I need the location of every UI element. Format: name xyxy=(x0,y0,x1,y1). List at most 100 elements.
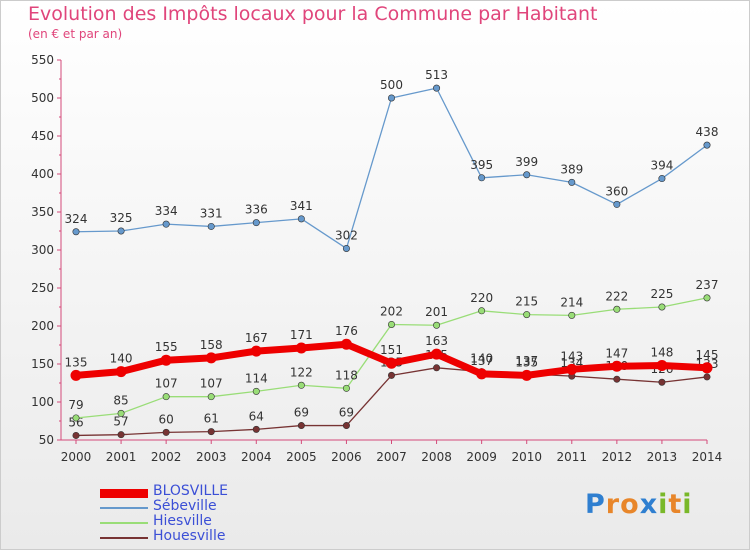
data-label: 135 xyxy=(515,355,538,369)
data-point xyxy=(252,219,260,227)
data-label: 85 xyxy=(113,393,128,407)
data-point xyxy=(613,200,621,208)
data-label: 399 xyxy=(515,155,538,169)
data-point xyxy=(117,409,125,417)
data-point xyxy=(613,375,621,383)
data-label: 500 xyxy=(380,78,403,92)
data-point xyxy=(342,422,350,430)
x-tick-label: 2004 xyxy=(241,450,272,464)
logo-letter: o xyxy=(620,489,640,520)
data-label: 69 xyxy=(294,406,309,420)
x-tick-label: 2007 xyxy=(376,450,407,464)
data-label: 56 xyxy=(68,415,83,429)
legend-label: Sébeville xyxy=(153,498,217,514)
data-label: 79 xyxy=(68,398,83,412)
y-tick-label: 350 xyxy=(31,205,54,219)
data-label: 341 xyxy=(290,199,313,213)
data-point xyxy=(387,371,395,379)
data-label: 64 xyxy=(249,409,264,423)
data-label: 202 xyxy=(380,304,403,318)
data-label: 135 xyxy=(65,355,88,369)
legend-label: Hiesville xyxy=(153,513,212,529)
data-point xyxy=(566,363,578,375)
data-label: 140 xyxy=(470,352,493,366)
data-label: 148 xyxy=(650,346,673,360)
data-point xyxy=(205,352,217,364)
data-label: 163 xyxy=(425,334,448,348)
logo-letter: t xyxy=(668,489,683,520)
data-label: 145 xyxy=(696,348,719,362)
data-point xyxy=(523,171,531,179)
x-tick-label: 2010 xyxy=(511,450,542,464)
data-point xyxy=(656,360,668,372)
data-point xyxy=(295,342,307,354)
chart-subtitle: (en € et par an) xyxy=(28,27,123,41)
x-tick-label: 2000 xyxy=(61,450,92,464)
x-tick-label: 2013 xyxy=(647,450,678,464)
data-point xyxy=(117,431,125,439)
data-point xyxy=(611,360,623,372)
data-point xyxy=(162,220,170,228)
logo-letter: i xyxy=(682,489,693,520)
data-point xyxy=(72,431,80,439)
data-point xyxy=(521,369,533,381)
y-tick-label: 50 xyxy=(39,433,54,447)
data-label: 57 xyxy=(113,415,128,429)
x-tick-label: 2011 xyxy=(557,450,588,464)
series-line-sébeville xyxy=(75,87,708,250)
y-tick-label: 500 xyxy=(31,91,54,105)
y-tick-label: 300 xyxy=(31,243,54,257)
logo-letter: i xyxy=(658,489,669,520)
data-point xyxy=(431,348,443,360)
data-point xyxy=(701,362,713,374)
data-point xyxy=(387,94,395,102)
data-label: 513 xyxy=(425,68,448,82)
y-tick-label: 150 xyxy=(31,357,54,371)
data-point xyxy=(207,393,215,401)
data-point xyxy=(162,428,170,436)
data-label: 171 xyxy=(290,328,313,342)
logo-letter: P xyxy=(585,489,606,520)
data-point xyxy=(658,175,666,183)
data-label: 147 xyxy=(605,346,628,360)
data-point xyxy=(297,422,305,430)
data-label: 215 xyxy=(515,295,538,309)
data-label: 222 xyxy=(605,289,628,303)
legend-swatch xyxy=(100,507,148,509)
legend-label: Houesville xyxy=(153,528,226,544)
data-label: 389 xyxy=(560,162,583,176)
x-tick-label: 2008 xyxy=(421,450,452,464)
data-point xyxy=(72,414,80,422)
y-tick-label: 100 xyxy=(31,395,54,409)
data-label: 214 xyxy=(560,295,583,309)
legend-swatch xyxy=(100,537,148,539)
data-label: 158 xyxy=(200,338,223,352)
data-point xyxy=(433,84,441,92)
data-point xyxy=(340,338,352,350)
data-point xyxy=(162,393,170,401)
data-label: 360 xyxy=(605,184,628,198)
y-tick-label: 550 xyxy=(31,53,54,67)
data-point xyxy=(115,366,127,378)
data-label: 225 xyxy=(650,287,673,301)
data-label: 201 xyxy=(425,305,448,319)
data-point xyxy=(72,228,80,236)
data-label: 60 xyxy=(159,412,174,426)
data-label: 176 xyxy=(335,324,358,338)
data-point xyxy=(703,141,711,149)
data-label: 336 xyxy=(245,203,268,217)
x-tick-label: 2006 xyxy=(331,450,362,464)
data-label: 334 xyxy=(155,204,178,218)
legend-item: Houesville xyxy=(100,528,360,545)
legend-item: BLOSVILLE xyxy=(100,483,360,500)
data-label: 118 xyxy=(335,368,358,382)
data-point xyxy=(297,381,305,389)
x-tick-label: 2003 xyxy=(196,450,227,464)
data-label: 237 xyxy=(696,278,719,292)
legend-label: BLOSVILLE xyxy=(153,483,228,499)
data-point xyxy=(342,384,350,392)
x-tick-label: 2005 xyxy=(286,450,317,464)
data-label: 61 xyxy=(204,412,219,426)
legend-item: Sébeville xyxy=(100,498,360,515)
